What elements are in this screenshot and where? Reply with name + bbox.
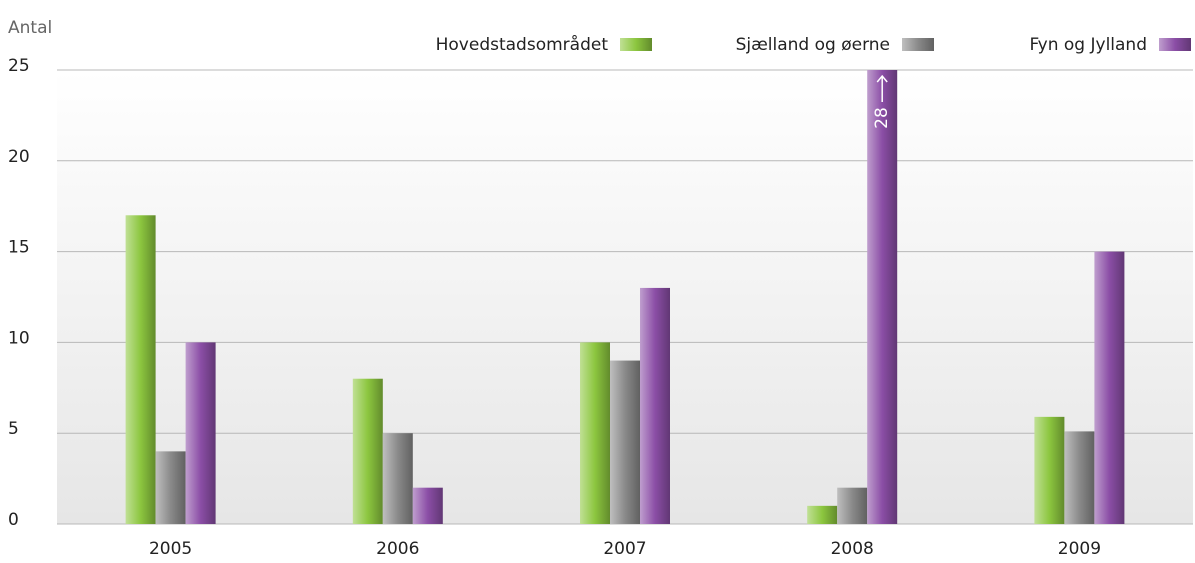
bar [867,70,898,524]
bar [155,451,186,524]
y-tick-label: 5 [8,419,19,439]
bar [1064,431,1095,524]
x-tick-label: 2008 [831,539,874,559]
legend-swatch [902,38,934,51]
bars [125,70,1125,524]
x-tick-label: 2005 [149,539,192,559]
y-tick-label: 15 [8,238,30,258]
legend-label: Sjælland og øerne [736,35,890,55]
bar [185,342,216,524]
overflow-label: 28 [872,107,892,129]
legend-swatch [620,38,652,51]
legend-label: Hovedstadsområdet [436,34,609,55]
bar [382,433,413,524]
bar [1034,416,1065,524]
legend-label: Fyn og Jylland [1029,35,1147,55]
bar [1094,251,1125,524]
y-tick-label: 10 [8,328,30,348]
bar [412,487,443,524]
x-tick-label: 2007 [603,539,646,559]
y-tick-label: 20 [8,147,30,167]
bar [837,487,868,524]
y-axis-label: Antal [8,18,52,38]
bar [580,342,610,524]
bar [807,505,838,524]
overflow-arrow [876,74,888,102]
x-tick-label: 2009 [1058,539,1101,559]
bar [125,215,156,524]
x-tick-label: 2006 [376,539,419,559]
y-tick-label: 25 [8,56,30,76]
bar [352,378,383,524]
legend-swatch [1159,38,1191,51]
y-tick-label: 0 [8,510,19,530]
bar [610,360,640,524]
bar [640,287,670,524]
